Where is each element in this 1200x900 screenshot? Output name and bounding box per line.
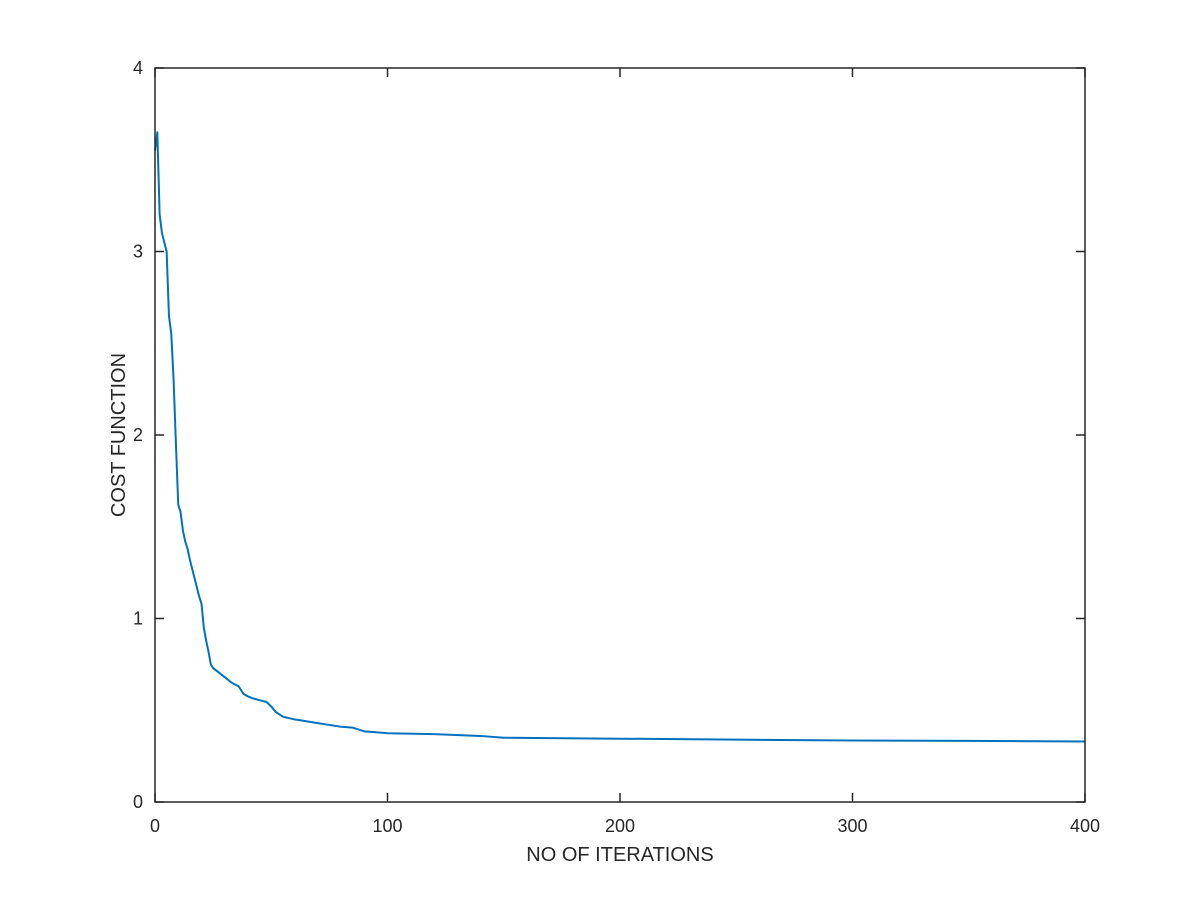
x-tick-label: 300 [837, 816, 867, 836]
axes-box [154, 67, 1086, 803]
y-tick-label: 2 [133, 425, 143, 445]
x-tick-label: 0 [150, 816, 160, 836]
series-line [154, 131, 1086, 743]
y-tick-label: 0 [133, 792, 143, 812]
x-tick-label: 100 [372, 816, 402, 836]
y-tick-label: 4 [133, 58, 143, 78]
x-tick-label: 400 [1070, 816, 1100, 836]
y-tick-label: 1 [133, 609, 143, 629]
y-tick-label: 3 [133, 242, 143, 262]
y-axis-label: COST FUNCTION [108, 353, 130, 517]
x-axis-label: NO OF ITERATIONS [526, 844, 713, 866]
x-tick-label: 200 [605, 816, 635, 836]
plot-area [155, 68, 1085, 802]
axis-ticks: 0 100 200 300 400 0 1 2 3 4 [133, 58, 1100, 836]
